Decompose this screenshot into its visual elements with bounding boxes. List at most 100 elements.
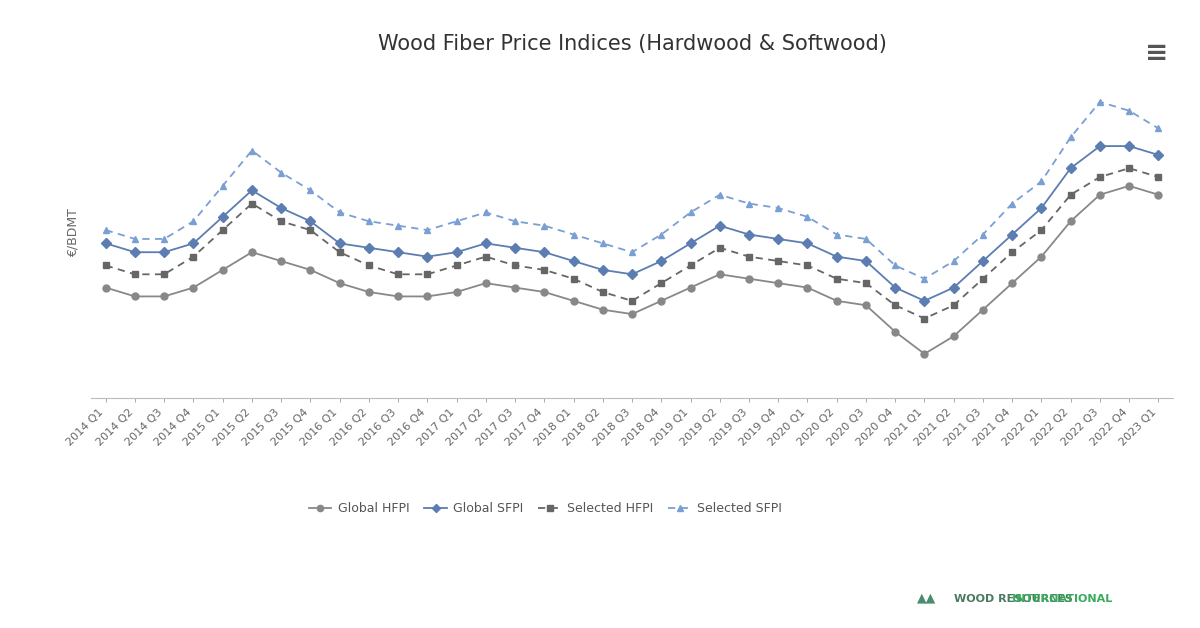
Global SFPI <box>479 240 493 247</box>
Global SFPI <box>98 240 113 247</box>
Selected SFPI <box>304 187 318 194</box>
Global HFPI <box>508 284 522 291</box>
Selected SFPI <box>859 235 874 242</box>
Global HFPI <box>683 284 697 291</box>
Selected HFPI <box>479 253 493 261</box>
Global HFPI <box>595 306 610 313</box>
Global HFPI <box>274 257 288 265</box>
Global HFPI <box>1093 191 1108 198</box>
Global HFPI <box>772 279 786 287</box>
Selected SFPI <box>800 213 815 220</box>
Text: WOOD RESOURCES: WOOD RESOURCES <box>954 594 1073 604</box>
Selected SFPI <box>888 262 902 269</box>
Selected SFPI <box>245 147 259 154</box>
Selected HFPI <box>1063 191 1078 198</box>
Global HFPI <box>654 297 668 305</box>
Line: Global SFPI: Global SFPI <box>102 143 1162 305</box>
Selected SFPI <box>917 275 931 283</box>
Global HFPI <box>391 293 406 300</box>
Global SFPI <box>772 235 786 242</box>
Selected HFPI <box>772 257 786 265</box>
Global HFPI <box>1063 217 1078 225</box>
Global HFPI <box>1034 253 1049 261</box>
Selected HFPI <box>566 275 581 283</box>
Selected HFPI <box>274 217 288 225</box>
Global HFPI <box>566 297 581 305</box>
Global HFPI <box>361 288 376 296</box>
Selected SFPI <box>772 204 786 212</box>
Selected HFPI <box>157 271 172 278</box>
Global HFPI <box>157 293 172 300</box>
Global SFPI <box>538 249 552 256</box>
Selected HFPI <box>538 266 552 274</box>
Global HFPI <box>713 271 727 278</box>
Selected HFPI <box>98 262 113 269</box>
Selected SFPI <box>216 182 230 190</box>
Global SFPI <box>976 257 990 265</box>
Global SFPI <box>742 230 756 238</box>
Global SFPI <box>391 249 406 256</box>
Selected HFPI <box>947 301 961 309</box>
Global HFPI <box>800 284 815 291</box>
Global SFPI <box>1034 204 1049 212</box>
Selected HFPI <box>713 244 727 252</box>
Global SFPI <box>683 240 697 247</box>
Selected HFPI <box>391 271 406 278</box>
Selected SFPI <box>479 208 493 216</box>
Global HFPI <box>917 350 931 358</box>
Global SFPI <box>888 284 902 291</box>
Text: INTERNATIONAL: INTERNATIONAL <box>954 594 1112 604</box>
Selected HFPI <box>508 262 522 269</box>
Selected HFPI <box>216 226 230 234</box>
Selected SFPI <box>625 249 640 256</box>
Selected HFPI <box>332 249 347 256</box>
Selected SFPI <box>595 240 610 247</box>
Selected HFPI <box>304 226 318 234</box>
Selected SFPI <box>1093 98 1108 106</box>
Global SFPI <box>420 253 434 261</box>
Global SFPI <box>361 244 376 252</box>
Global HFPI <box>450 288 464 296</box>
Selected SFPI <box>186 217 200 225</box>
Selected SFPI <box>1034 178 1049 185</box>
Global SFPI <box>186 240 200 247</box>
Selected HFPI <box>800 262 815 269</box>
Global HFPI <box>479 279 493 287</box>
Selected HFPI <box>595 288 610 296</box>
Text: ▲▲: ▲▲ <box>917 591 936 604</box>
Selected HFPI <box>1004 249 1019 256</box>
Global SFPI <box>1122 143 1136 150</box>
Global HFPI <box>216 266 230 274</box>
Selected HFPI <box>976 275 990 283</box>
Selected SFPI <box>391 222 406 229</box>
Global HFPI <box>127 293 142 300</box>
Selected SFPI <box>98 226 113 234</box>
Y-axis label: €/BDMT: €/BDMT <box>67 208 80 257</box>
Global HFPI <box>245 249 259 256</box>
Selected SFPI <box>742 200 756 207</box>
Selected SFPI <box>127 235 142 242</box>
Global HFPI <box>947 332 961 340</box>
Legend: Global HFPI, Global SFPI, Selected HFPI, Selected SFPI: Global HFPI, Global SFPI, Selected HFPI,… <box>304 497 787 520</box>
Selected SFPI <box>332 208 347 216</box>
Selected SFPI <box>1063 134 1078 141</box>
Global HFPI <box>976 306 990 313</box>
Global SFPI <box>1004 230 1019 238</box>
Global SFPI <box>625 271 640 278</box>
Global SFPI <box>332 240 347 247</box>
Selected SFPI <box>1004 200 1019 207</box>
Selected HFPI <box>654 279 668 287</box>
Global SFPI <box>508 244 522 252</box>
Global SFPI <box>859 257 874 265</box>
Global SFPI <box>216 213 230 220</box>
Selected SFPI <box>976 230 990 238</box>
Selected SFPI <box>713 191 727 198</box>
Global HFPI <box>420 293 434 300</box>
Global HFPI <box>332 279 347 287</box>
Selected SFPI <box>157 235 172 242</box>
Selected HFPI <box>450 262 464 269</box>
Selected SFPI <box>566 230 581 238</box>
Global HFPI <box>742 275 756 283</box>
Line: Selected HFPI: Selected HFPI <box>102 165 1162 322</box>
Global SFPI <box>274 204 288 212</box>
